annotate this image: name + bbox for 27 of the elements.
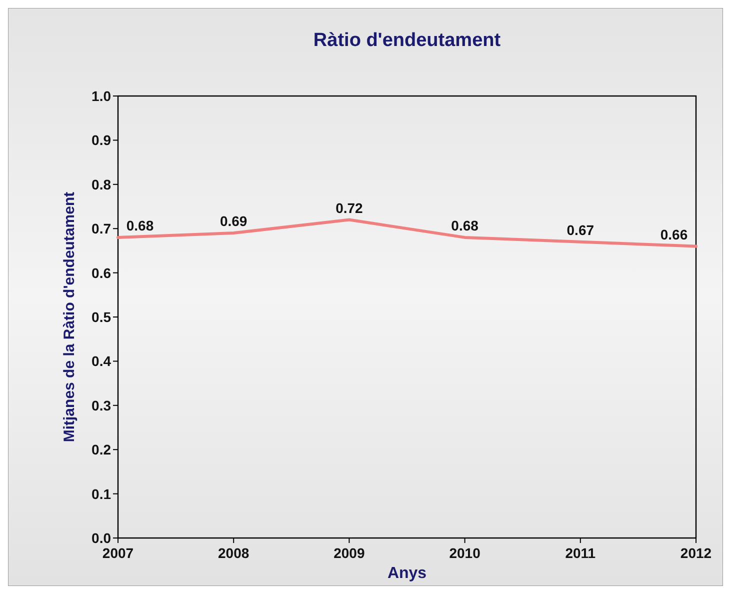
chart-title: Ràtio d'endeutament: [313, 30, 502, 51]
x-tick-label: 2010: [449, 545, 481, 561]
data-label: 0.69: [220, 213, 248, 230]
data-label: 0.66: [660, 226, 688, 242]
y-tick-label: 0.9: [92, 132, 112, 148]
x-tick-label: 2009: [334, 545, 365, 561]
y-tick-label: 0.5: [92, 309, 112, 325]
line-series: [116, 218, 698, 248]
data-label: 0.68: [451, 217, 479, 234]
x-tick-label: 2012: [680, 545, 712, 561]
data-label: 0.67: [566, 222, 594, 238]
y-tick-label: 1.0: [92, 88, 112, 104]
y-tick-label: 0.4: [92, 353, 112, 370]
data-label: 0.72: [336, 200, 364, 216]
y-tick-label: 0.2: [92, 442, 112, 458]
y-tick-label: 0.6: [92, 264, 112, 281]
y-axis-title: Mitjanes de la Ràtio d'endeutament: [61, 192, 78, 442]
y-tick-label: 0.0: [92, 530, 112, 546]
y-tick-label: 0.8: [92, 176, 112, 192]
y-tick-label: 0.3: [92, 397, 112, 414]
y-tick-label: 0.1: [92, 486, 112, 502]
x-tick-label: 2007: [102, 545, 134, 561]
data-label: 0.68: [126, 217, 154, 234]
x-axis-title: Anys: [387, 565, 427, 582]
x-tick-label: 2011: [565, 545, 596, 561]
x-tick-label: 2008: [218, 545, 250, 561]
y-tick-label: 0.7: [92, 220, 112, 237]
